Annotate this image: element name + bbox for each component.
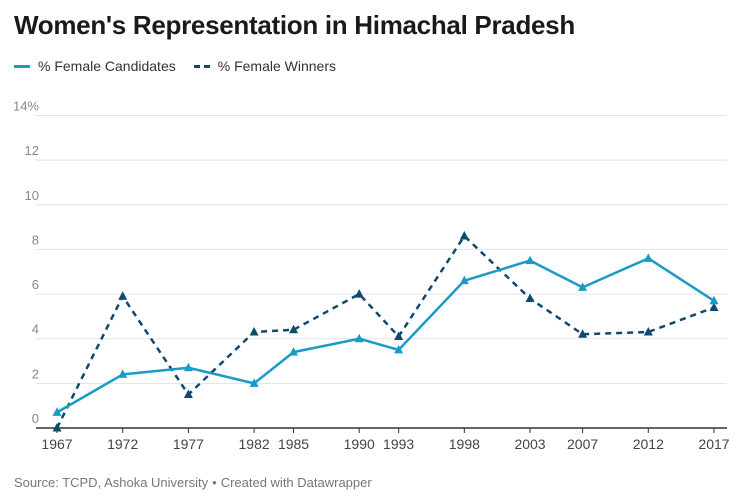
x-tick-label-1977: 1977 [173,436,204,452]
source-text: Source: TCPD, Ashoka University [14,475,209,490]
marker-candidates-1993 [394,344,404,354]
marker-candidates-1998 [459,275,469,285]
legend-label-candidates: % Female Candidates [38,58,176,74]
legend-item-candidates: % Female Candidates [14,58,176,74]
legend-item-winners: % Female Winners [193,58,337,74]
marker-winners-2003 [525,293,535,303]
y-tick-label-4: 4 [32,322,39,337]
y-tick-label-2: 2 [32,366,39,381]
marker-candidates-1985 [289,347,299,356]
chart-legend: % Female Candidates % Female Winners [14,58,354,74]
x-tick-label-1990: 1990 [344,436,375,452]
x-tick-label-2003: 2003 [514,436,545,452]
marker-candidates-1982 [249,378,259,387]
x-tick-label-1985: 1985 [278,436,309,452]
marker-candidates-2017 [709,295,719,305]
marker-winners-1990 [354,289,364,298]
x-tick-label-2007: 2007 [567,436,598,452]
y-tick-label-6: 6 [32,277,39,292]
marker-candidates-2003 [525,255,535,265]
legend-swatch-candidates [14,64,30,68]
marker-winners-1977 [183,389,193,399]
source-note: Source: TCPD, Ashoka University • Created … [14,475,372,490]
marker-winners-2012 [643,327,653,336]
y-tick-label-14: 14% [13,100,39,114]
marker-winners-2017 [709,302,719,311]
marker-candidates-2007 [578,282,588,291]
y-tick-label-12: 12 [25,143,39,158]
y-tick-label-0: 0 [32,411,39,426]
x-tick-label-1982: 1982 [239,436,270,452]
marker-winners-1993 [394,331,404,340]
x-tick-label-2012: 2012 [633,436,664,452]
series-line-winners [55,234,715,429]
marker-winners-2007 [578,329,588,338]
marker-candidates-1967 [52,407,62,416]
x-tick-label-1972: 1972 [107,436,138,452]
line-chart: 0 2 4 6 8 10 12 14% 1967 1972 1977 1982 1985 1990 1993… [13,100,730,452]
marker-winners-1982 [249,327,259,336]
marker-winners-1998 [459,231,469,240]
source-separator: • [212,475,217,490]
chart-title: Women's Representation in Himachal Prade… [14,10,575,40]
marker-winners-1972 [118,291,128,300]
marker-candidates-2012 [643,253,653,262]
marker-candidates-1977 [183,362,193,372]
y-tick-label-8: 8 [32,232,39,247]
y-tick-label-10: 10 [25,188,39,203]
legend-swatch-winners [193,64,210,68]
x-tick-label-1993: 1993 [383,436,414,452]
marker-winners-1985 [289,324,299,334]
series-line-candidates [56,257,715,414]
marker-winners-1967 [52,423,62,432]
x-tick-label-1967: 1967 [41,436,72,452]
created-with-text: Created with Datawrapper [220,475,372,490]
marker-candidates-1990 [354,333,364,343]
marker-candidates-1972 [118,369,128,378]
x-tick-label-1998: 1998 [449,436,480,452]
legend-label-winners: % Female Winners [217,58,337,74]
x-tick-label-2017: 2017 [698,436,729,452]
